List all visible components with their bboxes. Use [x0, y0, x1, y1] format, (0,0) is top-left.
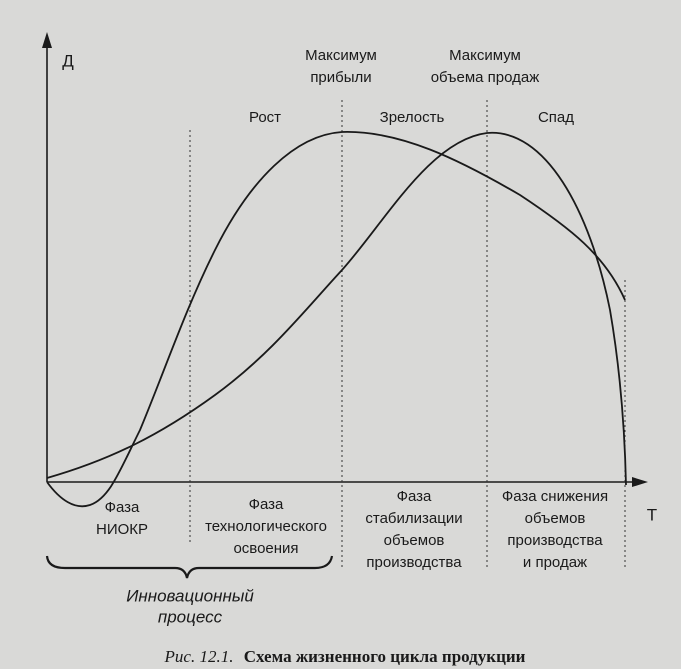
phase-label: Фаза — [249, 496, 284, 513]
x-arrow — [632, 477, 648, 487]
peak-label: Максимум — [449, 47, 521, 64]
peak-label: объема продаж — [431, 69, 540, 86]
y-label: Д — [62, 51, 74, 70]
peak-label: прибыли — [310, 69, 371, 86]
phase-label: технологического — [205, 518, 327, 535]
phase-label: стабилизации — [365, 510, 462, 527]
brace — [45, 555, 334, 579]
x-label: Т — [647, 505, 657, 524]
phase-label: объемов — [384, 532, 445, 549]
peak-label: Максимум — [305, 47, 377, 64]
stage-label: Зрелость — [380, 109, 445, 126]
sales-curve — [46, 132, 627, 486]
brace-label: процесс — [158, 607, 223, 626]
phase-label: освоения — [233, 540, 298, 557]
caption-number: Рис. 12.1. — [164, 647, 234, 666]
brace-label: Инновационный — [126, 586, 254, 605]
caption: Рис. 12.1. Схема жизненного цикла продук… — [164, 647, 526, 666]
stage-label: Спад — [538, 109, 574, 126]
caption-title: Схема жизненного цикла продукции — [244, 647, 526, 666]
phase-label: производства — [366, 554, 462, 571]
phase-label: объемов — [525, 510, 586, 527]
phase-label: и продаж — [523, 554, 587, 571]
phase-label: Фаза — [397, 488, 432, 505]
phase-label: производства — [507, 532, 603, 549]
phase-label: Фаза снижения — [502, 488, 608, 505]
stage-label: Рост — [249, 109, 281, 126]
y-arrow — [42, 32, 52, 48]
phase-label: Фаза — [105, 499, 140, 516]
profit-curve — [46, 131, 626, 508]
phase-label: НИОКР — [96, 521, 148, 538]
